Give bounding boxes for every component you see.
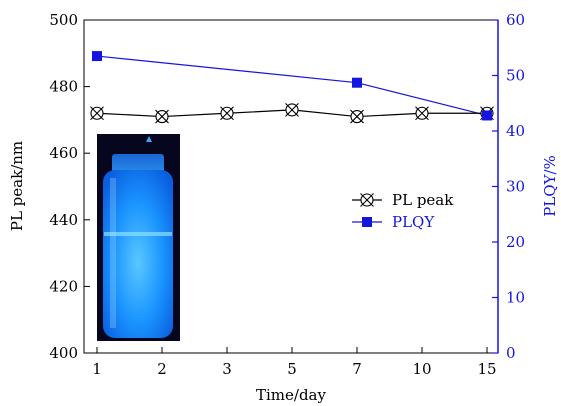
bottom-tick-label: 7 [352,360,362,378]
bottom-tick-label: 2 [157,360,167,378]
bottom-tick-label: 3 [222,360,232,378]
pl-peak-point-cross [415,106,429,121]
left-tick-label: 460 [49,144,78,162]
right-tick-label: 30 [506,178,525,196]
legend-plqy-marker [362,217,372,227]
pl-peak-point [350,109,364,124]
left-tick-label: 500 [49,11,78,29]
series-layer [90,51,494,124]
pl-peak-point [220,106,234,121]
vial-neck [112,154,164,174]
left-axis-title: PL peak/nm [8,141,26,231]
pl-peak-point [155,109,169,124]
left-axis-ticks: 400 420 440 460 480 500 [49,11,90,362]
pl-peak-point-cross [285,103,299,117]
right-tick-label: 40 [506,122,525,140]
left-tick-label: 440 [49,211,78,229]
pl-peak-point-cross [90,106,104,121]
legend-pl-peak-marker [360,193,374,207]
bottom-tick-label: 1 [92,360,102,378]
right-axis-title: PLQY/% [541,155,559,217]
right-tick-label: 50 [506,67,525,85]
vial-liquid-line [104,232,172,236]
left-tick-label: 400 [49,344,78,362]
left-tick-label: 420 [49,277,78,295]
pl-peak-point-cross [350,109,364,124]
plqy-point [482,110,492,121]
legend-plqy-label: PLQY [392,213,435,231]
vial-body [103,170,173,338]
pl-peak-point-cross [220,106,234,121]
legend-pl-peak-label: PL peak [392,191,454,209]
vial-highlight [110,178,116,328]
inset-photo [97,134,180,341]
bottom-tick-label: 10 [412,360,431,378]
bottom-tick-label: 15 [477,360,496,378]
left-tick-label: 480 [49,78,78,96]
right-axis-ticks: 0 10 20 30 40 50 60 [492,11,525,362]
plqy-point [92,51,102,62]
x-axis-title: Time/day [256,386,327,404]
right-tick-label: 60 [506,11,525,29]
bottom-tick-label: 5 [287,360,297,378]
right-tick-label: 0 [506,344,516,362]
pl-peak-point [90,106,104,121]
pl-peak-point [415,106,429,121]
bottom-axis-ticks: 1 2 3 5 7 10 15 [92,347,497,378]
pl-peak-point-cross [155,109,169,124]
pl-peak-point [285,103,299,117]
right-tick-label: 10 [506,289,525,307]
plqy-point [352,77,362,88]
right-tick-label: 20 [506,233,525,251]
legend: PL peak PLQY [352,191,454,231]
vial-tip [146,136,152,142]
